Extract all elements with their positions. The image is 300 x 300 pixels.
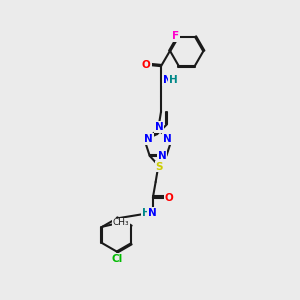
Text: S: S	[155, 162, 163, 172]
Text: O: O	[164, 193, 173, 202]
Text: CH₃: CH₃	[112, 218, 129, 227]
Text: N: N	[163, 75, 171, 85]
Text: F: F	[172, 31, 179, 41]
Text: N: N	[158, 151, 167, 161]
Text: H: H	[142, 208, 151, 218]
Text: H: H	[169, 75, 178, 85]
Text: N: N	[155, 122, 164, 132]
Text: Cl: Cl	[111, 254, 122, 264]
Text: O: O	[142, 60, 151, 70]
Text: N: N	[148, 208, 157, 218]
Text: N: N	[163, 134, 172, 144]
Text: N: N	[144, 134, 153, 144]
